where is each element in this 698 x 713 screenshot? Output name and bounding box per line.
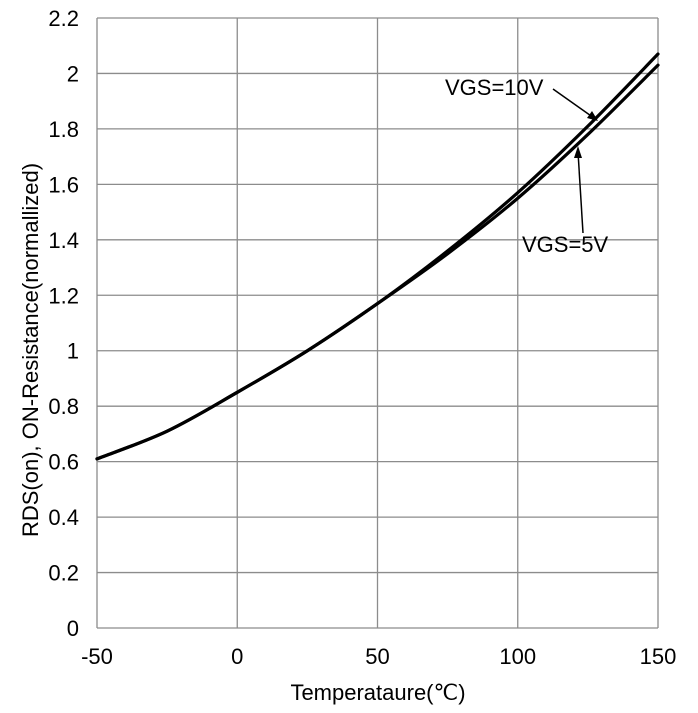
annotation-vgs-5v: VGS=5V bbox=[522, 232, 609, 257]
series-lines bbox=[95, 52, 660, 461]
y-tick-label: 0.8 bbox=[48, 394, 79, 419]
x-axis-title: Temperataure(℃) bbox=[290, 680, 465, 705]
annotation-vgs-10v: VGS=10V bbox=[445, 75, 544, 100]
y-tick-label: 1 bbox=[67, 339, 79, 364]
annotation-arrow-vgs-5v bbox=[577, 151, 584, 234]
y-tick-label: 0.6 bbox=[48, 450, 79, 475]
y-tick-label: 1.2 bbox=[48, 283, 79, 308]
x-tick-label: 100 bbox=[499, 644, 536, 669]
y-tick-label: 2.2 bbox=[48, 6, 79, 31]
x-tick-label: -50 bbox=[81, 644, 113, 669]
annotation-arrow-vgs-10v bbox=[552, 88, 595, 119]
y-tick-label: 2 bbox=[67, 61, 79, 86]
arrowhead-icon bbox=[587, 111, 598, 121]
tick-labels: 00.20.40.60.811.21.41.61.822.2-50 0 50 100 1… bbox=[48, 6, 676, 669]
x-tick-label: 0 bbox=[231, 644, 243, 669]
y-tick-label: 1.8 bbox=[48, 117, 79, 142]
x-tick-label: 150 bbox=[640, 644, 677, 669]
y-tick-label: 0.4 bbox=[48, 505, 79, 530]
y-tick-label: 0.2 bbox=[48, 561, 79, 586]
arrowhead-icon bbox=[574, 146, 582, 158]
x-tick-label: 50 bbox=[365, 644, 389, 669]
y-tick-label: 1.4 bbox=[48, 228, 79, 253]
grid bbox=[96, 17, 659, 629]
y-tick-label: 1.6 bbox=[48, 172, 79, 197]
y-tick-label: 0 bbox=[67, 616, 79, 641]
series-line-vgs-5v bbox=[95, 63, 660, 461]
annotations: VGS=10V VGS=5V bbox=[445, 75, 609, 257]
y-axis-title: RDS(on), ON-Resistance(normallized) bbox=[18, 163, 43, 537]
